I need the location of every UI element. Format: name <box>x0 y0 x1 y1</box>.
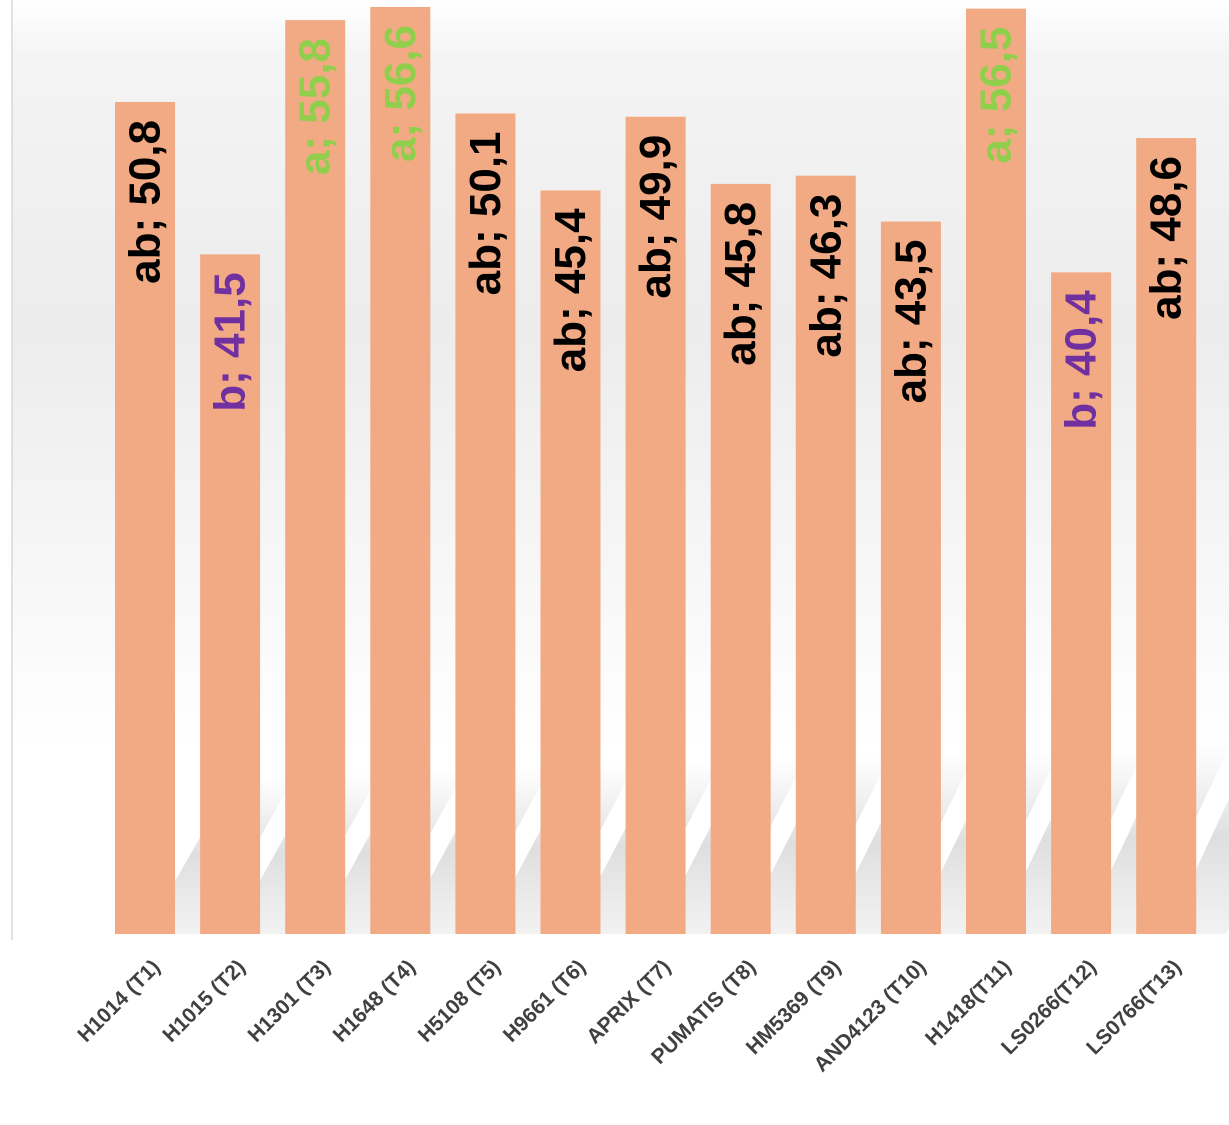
data-label: a; 56,5 <box>972 27 1021 164</box>
bar <box>455 113 516 935</box>
data-label: a; 56,6 <box>376 25 425 162</box>
bar <box>540 190 601 934</box>
bar-shadow <box>1166 798 1229 934</box>
data-label: ab; 50,8 <box>121 120 170 284</box>
bar <box>200 254 261 934</box>
plot-area-background <box>12 0 1229 940</box>
data-label: ab; 46,3 <box>801 194 850 358</box>
data-label: b; 40,4 <box>1057 290 1106 430</box>
bar <box>285 20 346 934</box>
data-label: ab; 45,8 <box>716 202 765 366</box>
bar <box>1136 138 1197 935</box>
bar <box>370 7 431 934</box>
bar <box>625 116 686 934</box>
data-label: ab; 48,6 <box>1142 156 1191 320</box>
bar <box>880 221 941 935</box>
bar <box>1051 272 1112 934</box>
data-label: b; 41,5 <box>206 272 255 411</box>
bars-group <box>115 7 1197 935</box>
data-label: ab; 45,4 <box>546 208 595 372</box>
bar <box>795 175 856 935</box>
bar <box>966 8 1026 934</box>
bar <box>115 101 175 935</box>
data-label: ab; 50,1 <box>461 131 510 295</box>
data-label: ab; 43,5 <box>886 240 935 404</box>
data-label: a; 55,8 <box>291 38 340 175</box>
bar <box>710 183 771 934</box>
data-label: ab; 49,9 <box>631 135 680 299</box>
data-labels-group: ab; 50,8 b; 41,5 a; 55,8 a; 56,6 ab; 50,1 ab;… <box>121 25 1191 430</box>
